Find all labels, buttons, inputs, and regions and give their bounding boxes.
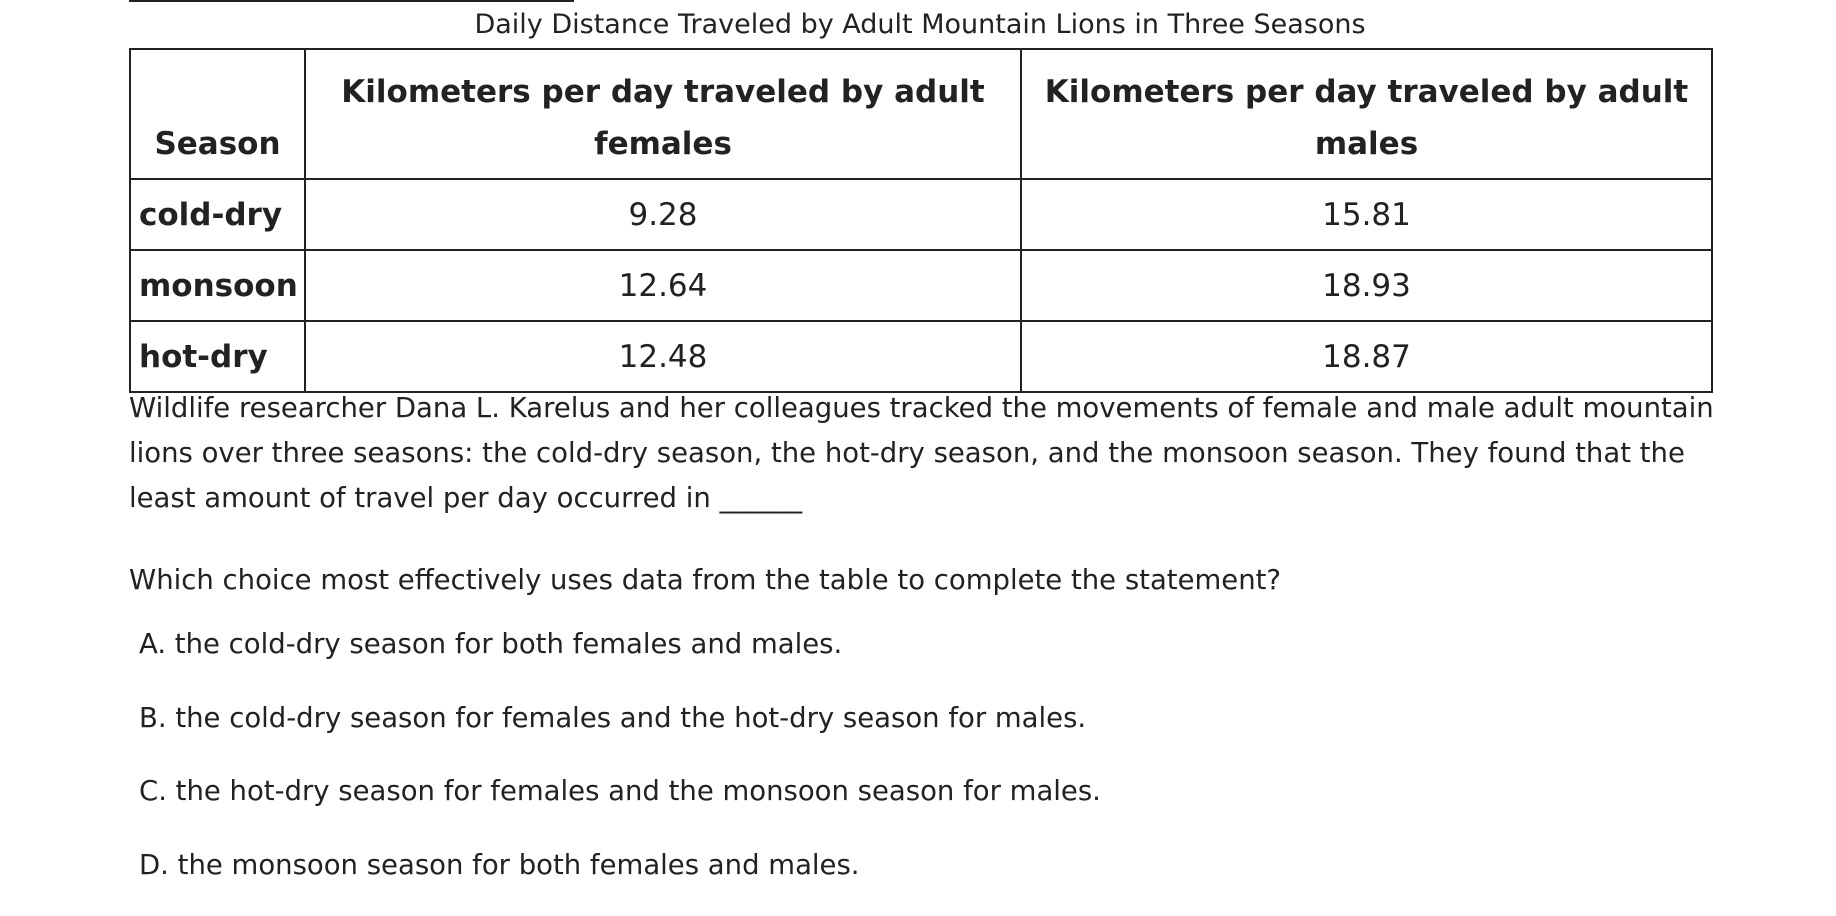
table-title: Daily Distance Traveled by Adult Mountai…: [129, 8, 1711, 42]
females-value-cell: 12.64: [305, 250, 1021, 321]
table-row: monsoon 12.64 18.93: [130, 250, 1712, 321]
choice-a[interactable]: A. the cold-dry season for both females …: [139, 622, 1711, 696]
season-cell: hot-dry: [130, 321, 305, 392]
data-table: Season Kilometers per day traveled by ad…: [129, 48, 1713, 393]
choice-b[interactable]: B. the cold-dry season for females and t…: [139, 696, 1711, 770]
header-females: Kilometers per day traveled by adult fem…: [305, 49, 1021, 179]
header-season: Season: [130, 49, 305, 179]
question-text: Which choice most effectively uses data …: [129, 558, 1711, 603]
females-value-cell: 12.48: [305, 321, 1021, 392]
passage-text: Wildlife researcher Dana L. Karelus and …: [129, 386, 1729, 521]
females-value-cell: 9.28: [305, 179, 1021, 250]
table-header-row: Season Kilometers per day traveled by ad…: [130, 49, 1712, 179]
males-value-cell: 18.87: [1021, 321, 1712, 392]
season-cell: cold-dry: [130, 179, 305, 250]
choice-d[interactable]: D. the monsoon season for both females a…: [139, 843, 1711, 916]
top-divider: [129, 0, 574, 2]
answer-choices: A. the cold-dry season for both females …: [139, 622, 1711, 916]
males-value-cell: 18.93: [1021, 250, 1712, 321]
choice-c[interactable]: C. the hot-dry season for females and th…: [139, 769, 1711, 843]
males-value-cell: 15.81: [1021, 179, 1712, 250]
season-cell: monsoon: [130, 250, 305, 321]
table-row: cold-dry 9.28 15.81: [130, 179, 1712, 250]
table-row: hot-dry 12.48 18.87: [130, 321, 1712, 392]
header-males: Kilometers per day traveled by adult mal…: [1021, 49, 1712, 179]
